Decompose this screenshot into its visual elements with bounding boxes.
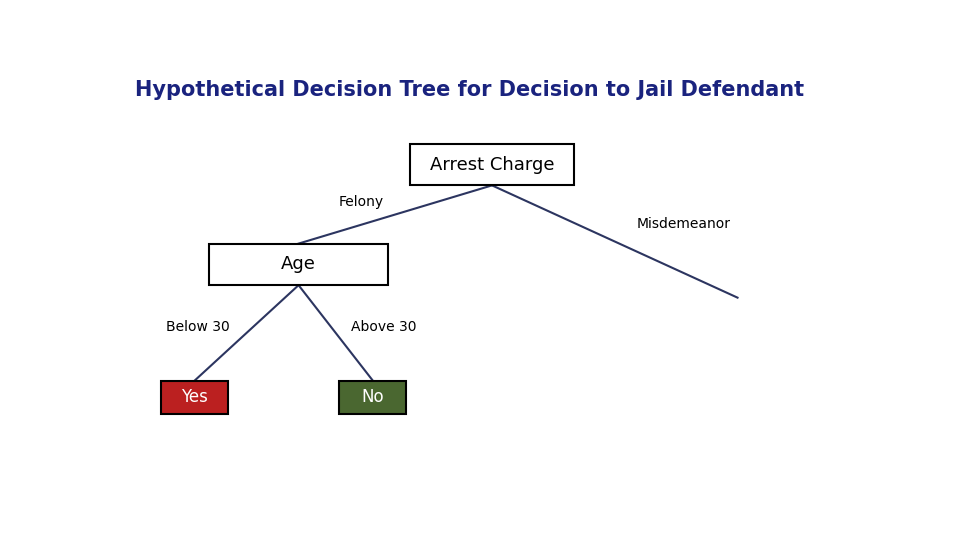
Text: No: No — [362, 388, 384, 407]
Text: Below 30: Below 30 — [166, 320, 230, 334]
FancyBboxPatch shape — [161, 381, 228, 414]
Text: Yes: Yes — [181, 388, 207, 407]
Text: Above 30: Above 30 — [350, 320, 416, 334]
FancyBboxPatch shape — [410, 144, 574, 185]
Text: Age: Age — [281, 255, 316, 273]
FancyBboxPatch shape — [209, 244, 388, 285]
FancyBboxPatch shape — [340, 381, 406, 414]
Text: Arrest Charge: Arrest Charge — [430, 156, 554, 173]
Text: Felony: Felony — [339, 195, 384, 210]
Text: Hypothetical Decision Tree for Decision to Jail Defendant: Hypothetical Decision Tree for Decision … — [135, 80, 804, 100]
Text: Misdemeanor: Misdemeanor — [637, 217, 732, 231]
